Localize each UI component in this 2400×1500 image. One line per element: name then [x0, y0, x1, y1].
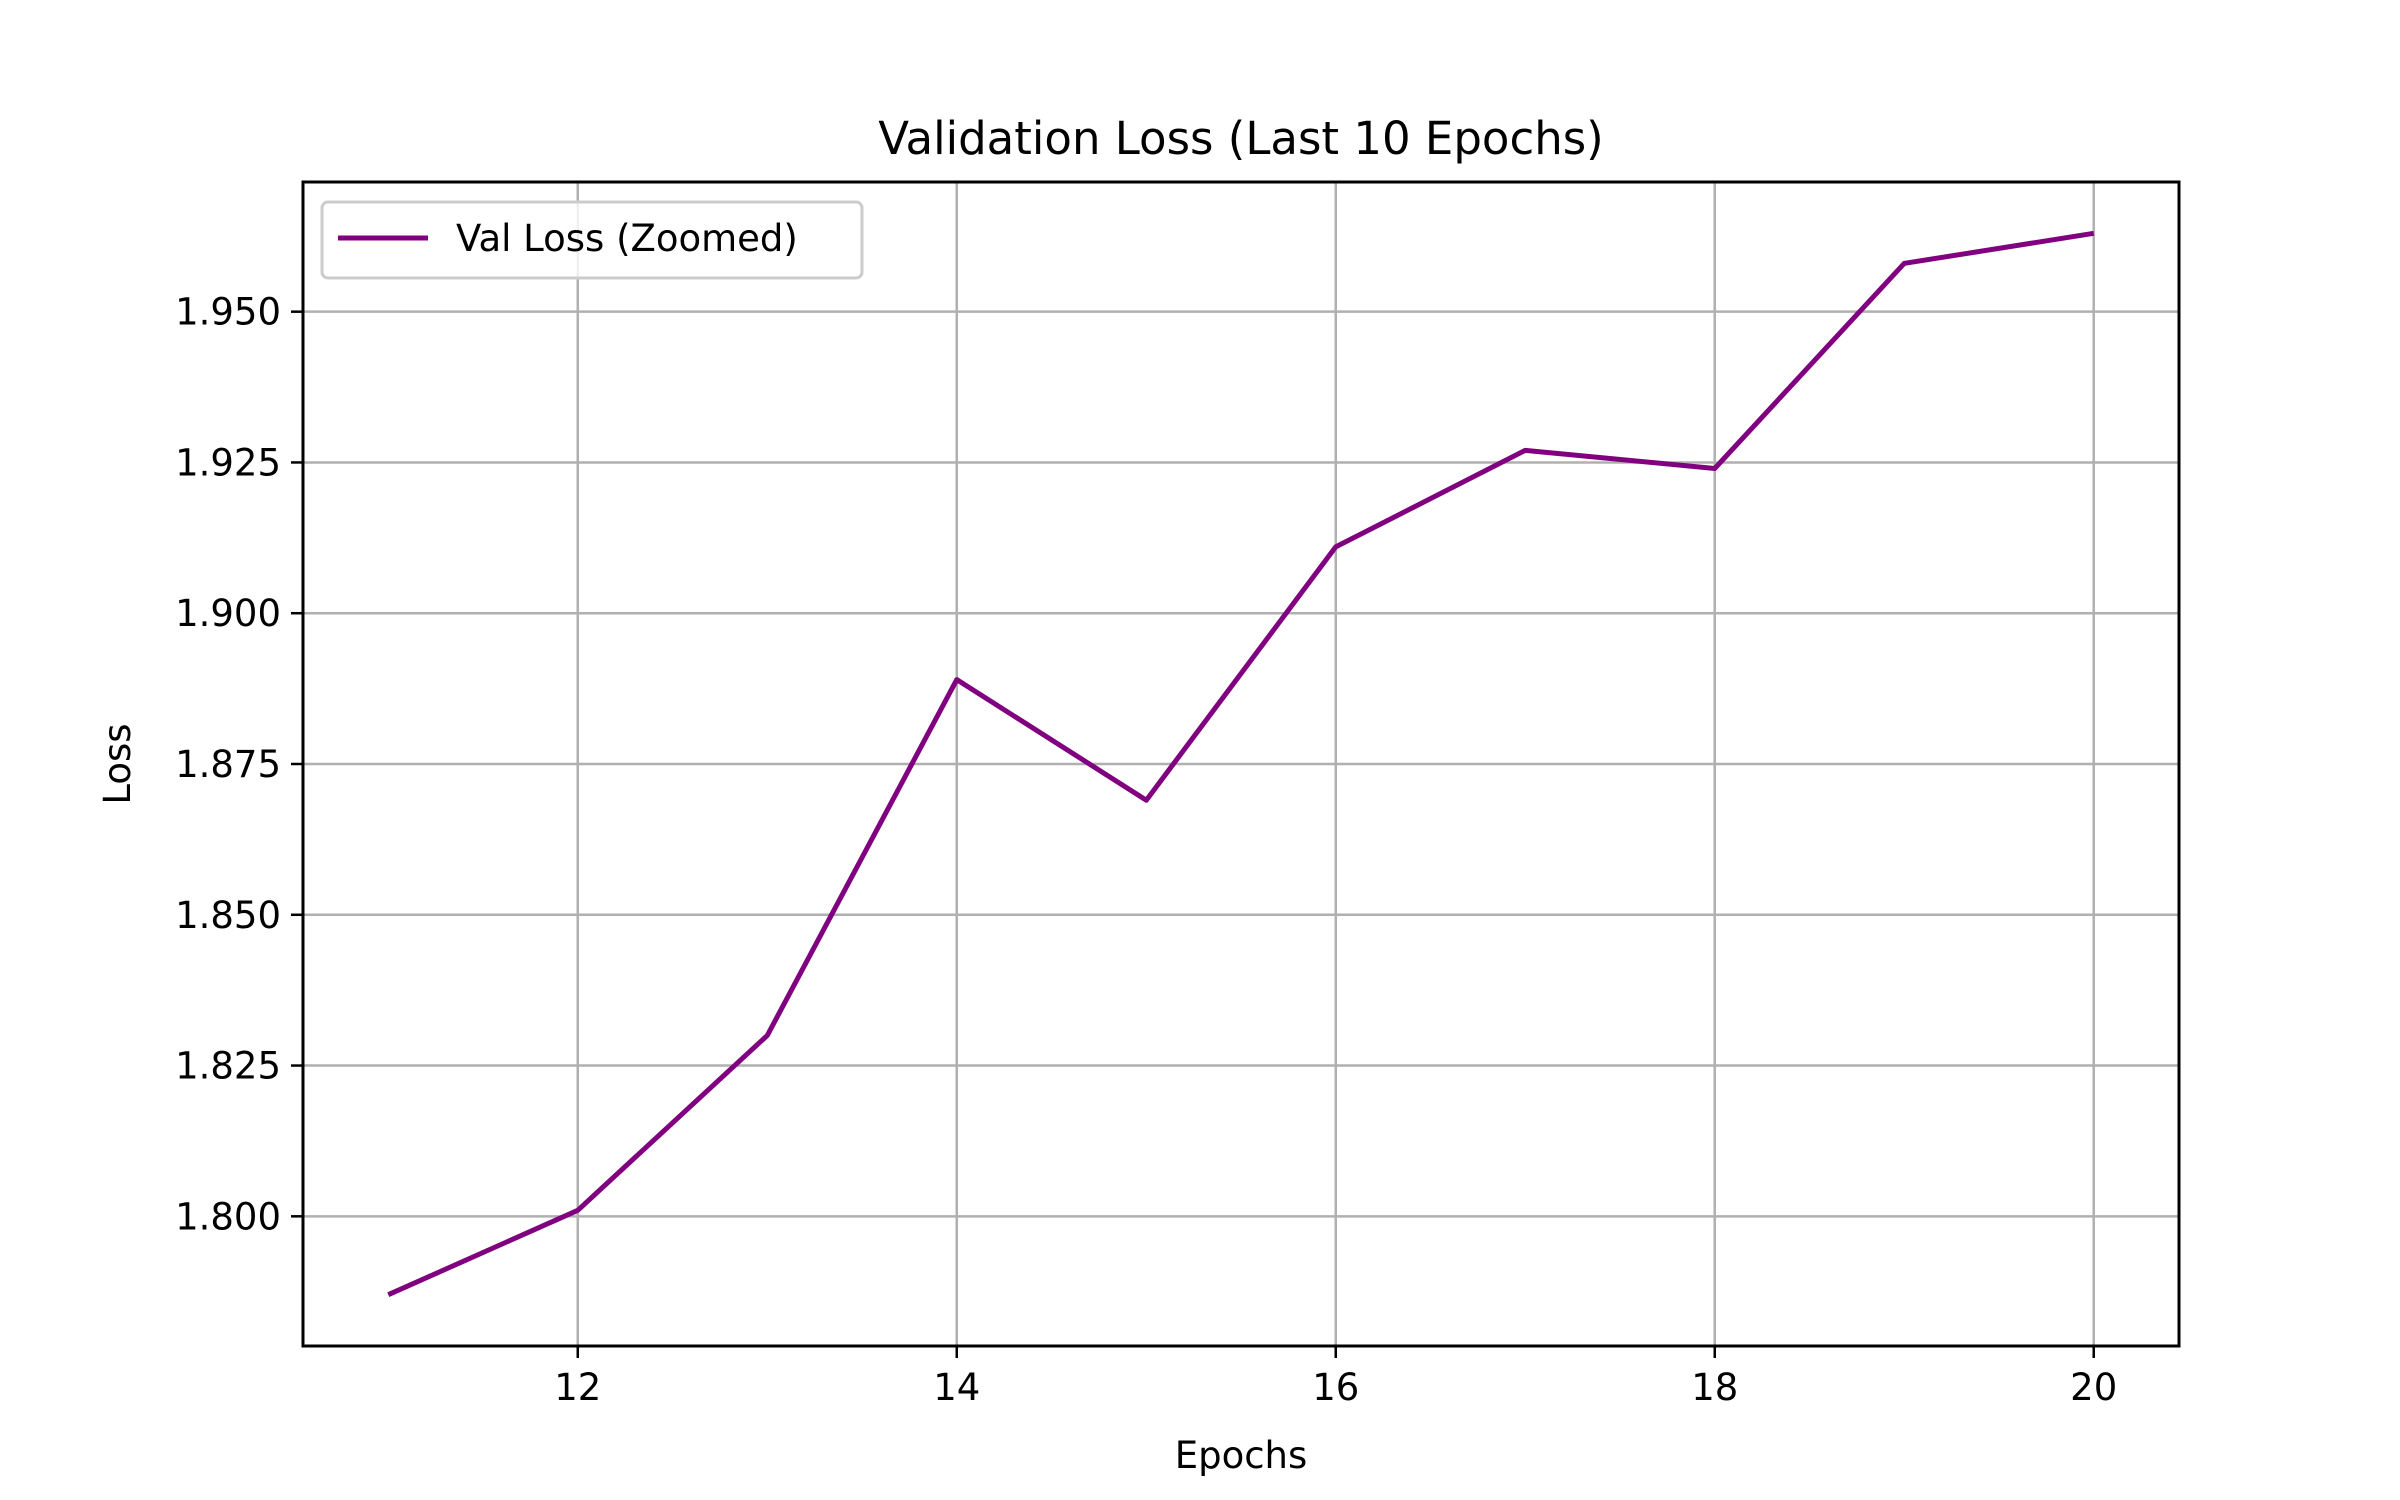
y-tick-label: 1.850	[175, 894, 281, 937]
x-axis-label: Epochs	[1175, 1434, 1308, 1477]
x-tick-label: 14	[933, 1366, 980, 1409]
y-tick-label: 1.825	[175, 1045, 281, 1088]
y-tick-label: 1.900	[175, 592, 281, 635]
y-axis-label: Loss	[96, 723, 139, 804]
x-tick-label: 20	[2070, 1366, 2117, 1409]
series-layer	[387, 230, 2095, 1297]
legend-label-val-loss: Val Loss (Zoomed)	[456, 217, 798, 260]
x-tick-label: 12	[554, 1366, 601, 1409]
y-tick-label: 1.925	[175, 441, 281, 484]
grid	[303, 182, 2179, 1346]
y-tick-label: 1.800	[175, 1195, 281, 1238]
legend-box	[320, 200, 864, 280]
x-axis-ticks: 12 14 16 18 20	[554, 1346, 2117, 1409]
x-tick-label: 16	[1312, 1366, 1359, 1409]
legend: Val Loss (Zoomed)	[320, 200, 864, 280]
y-axis-ticks: 1.800 1.825 1.850 1.875 1.900 1.925 1.950	[175, 291, 303, 1238]
y-tick-label: 1.875	[175, 743, 281, 786]
x-tick-label: 18	[1691, 1366, 1738, 1409]
chart-title: Validation Loss (Last 10 Epochs)	[878, 112, 1603, 165]
series-line-val-loss	[387, 230, 2095, 1297]
y-tick-label: 1.950	[175, 291, 281, 334]
